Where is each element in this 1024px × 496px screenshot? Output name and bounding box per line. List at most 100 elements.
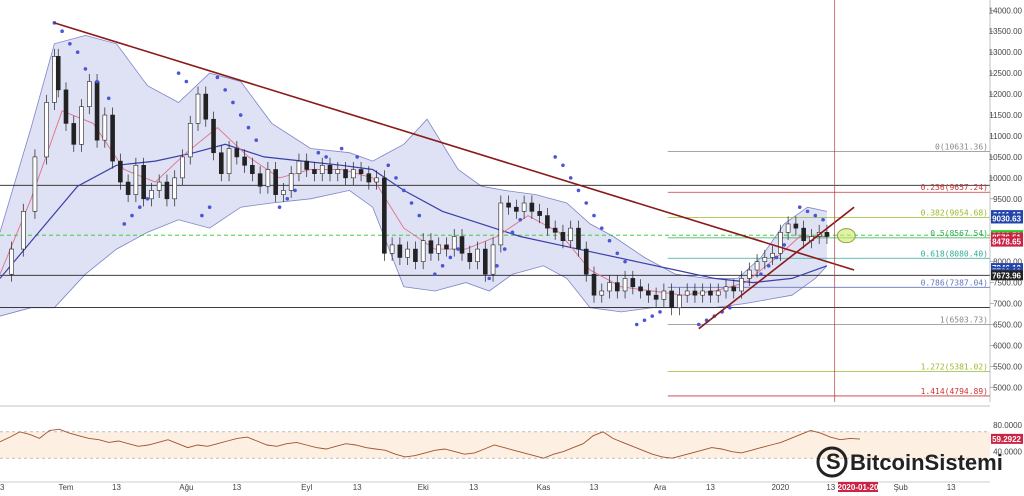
candle-body bbox=[94, 81, 100, 141]
candle-body bbox=[110, 114, 115, 162]
candle-body bbox=[669, 290, 674, 309]
candle-body bbox=[319, 164, 325, 174]
candle-body bbox=[646, 290, 651, 296]
sar-dot bbox=[697, 322, 701, 327]
candle-body bbox=[405, 248, 410, 258]
candle-body bbox=[420, 240, 426, 262]
candle-body bbox=[692, 290, 698, 296]
candle-body bbox=[622, 278, 628, 292]
candle-body bbox=[824, 232, 830, 237]
x-tick-label: Eyl bbox=[301, 483, 312, 492]
candle-body bbox=[568, 227, 574, 242]
price-badge-label: 7673.96 bbox=[992, 271, 1021, 280]
x-highlight-label: 2020-01-20 bbox=[838, 483, 879, 492]
candle-body bbox=[475, 248, 480, 262]
candle-body bbox=[715, 290, 721, 296]
sar-dot bbox=[634, 322, 639, 327]
candle-body bbox=[428, 240, 434, 254]
sar-dot bbox=[324, 155, 328, 159]
candle-body bbox=[374, 177, 379, 183]
candle-body bbox=[382, 177, 387, 254]
x-tick-label: 13 bbox=[947, 483, 956, 492]
candle-body bbox=[32, 156, 38, 212]
sar-dot bbox=[75, 50, 80, 54]
ma-pink-line bbox=[0, 110, 827, 296]
candle-body bbox=[661, 290, 667, 300]
y-tick-label: 13000.00 bbox=[989, 48, 1023, 57]
y-tick-label: 7500.00 bbox=[993, 279, 1022, 288]
candle-body bbox=[459, 236, 465, 254]
x-tick-label: 13 bbox=[0, 483, 5, 492]
sar-dot bbox=[759, 272, 763, 277]
candle-body bbox=[218, 152, 224, 174]
sar-dot bbox=[650, 314, 655, 318]
candle-body bbox=[552, 227, 558, 233]
x-tick-label: 13 bbox=[232, 483, 241, 492]
sar-dot bbox=[584, 201, 589, 205]
candle-body bbox=[583, 248, 589, 275]
sar-dot bbox=[805, 209, 810, 214]
sar-dot bbox=[642, 318, 647, 323]
candle-body bbox=[397, 244, 403, 258]
candle-body bbox=[141, 164, 146, 200]
rsi-value-label: 59.2922 bbox=[992, 435, 1021, 444]
rsi-line bbox=[0, 428, 861, 459]
price-badge-label: 9030.63 bbox=[992, 214, 1021, 223]
candle-body bbox=[599, 290, 605, 296]
candle-body bbox=[444, 244, 449, 250]
sar-dot bbox=[782, 243, 787, 247]
sar-dot bbox=[487, 276, 491, 281]
sar-dot bbox=[766, 264, 771, 268]
candle-body bbox=[288, 173, 294, 191]
sar-dot bbox=[623, 259, 627, 264]
y-tick-label: 8000.00 bbox=[993, 258, 1022, 267]
candle-body bbox=[754, 261, 760, 271]
sar-dot bbox=[518, 217, 523, 222]
candle-body bbox=[257, 173, 263, 187]
sar-dot bbox=[200, 213, 204, 218]
candle-body bbox=[234, 148, 240, 158]
fib-label-0: 0(10631.36) bbox=[935, 142, 988, 151]
candle-body bbox=[350, 169, 356, 179]
y-tick-label: 7000.00 bbox=[993, 300, 1022, 309]
fib-label-1: 0.236(9657.24) bbox=[921, 183, 988, 192]
sar-dot bbox=[599, 226, 604, 230]
sar-dot bbox=[83, 67, 88, 71]
candle-body bbox=[44, 102, 49, 158]
candle-body bbox=[778, 232, 783, 254]
sar-dot bbox=[592, 213, 596, 218]
candle-body bbox=[71, 123, 77, 145]
candle-body bbox=[164, 181, 170, 200]
x-tick-label: 13 bbox=[826, 483, 835, 492]
candle-body bbox=[211, 118, 216, 154]
candle-body bbox=[265, 169, 271, 187]
sar-dot bbox=[316, 150, 321, 155]
candle-body bbox=[9, 248, 14, 275]
candle-body bbox=[180, 156, 185, 179]
candle-body bbox=[203, 93, 209, 120]
x-tick-label: 13 bbox=[706, 483, 715, 492]
watermark-icon bbox=[816, 446, 848, 478]
sar-dot bbox=[355, 155, 359, 159]
price-badge bbox=[991, 236, 1023, 247]
sar-dot bbox=[285, 197, 290, 201]
sar-dot bbox=[106, 96, 111, 101]
sar-dot bbox=[145, 197, 150, 201]
candle-body bbox=[296, 160, 302, 174]
candle-body bbox=[413, 248, 418, 262]
candle-body bbox=[343, 169, 348, 179]
candle-body bbox=[358, 169, 364, 174]
trendline-0 bbox=[54, 22, 855, 271]
sar-dot bbox=[137, 205, 142, 209]
price-badge bbox=[991, 213, 1023, 224]
y-tick-label: 6000.00 bbox=[993, 341, 1022, 350]
candle-body bbox=[389, 244, 395, 254]
sar-dot bbox=[658, 310, 662, 314]
candle-body bbox=[133, 164, 139, 195]
candle-body bbox=[436, 244, 442, 254]
y-tick-label: 11000.00 bbox=[989, 132, 1022, 141]
y-tick-label: 10000.00 bbox=[989, 174, 1023, 183]
candle-body bbox=[591, 273, 597, 296]
candle-body bbox=[723, 286, 729, 292]
